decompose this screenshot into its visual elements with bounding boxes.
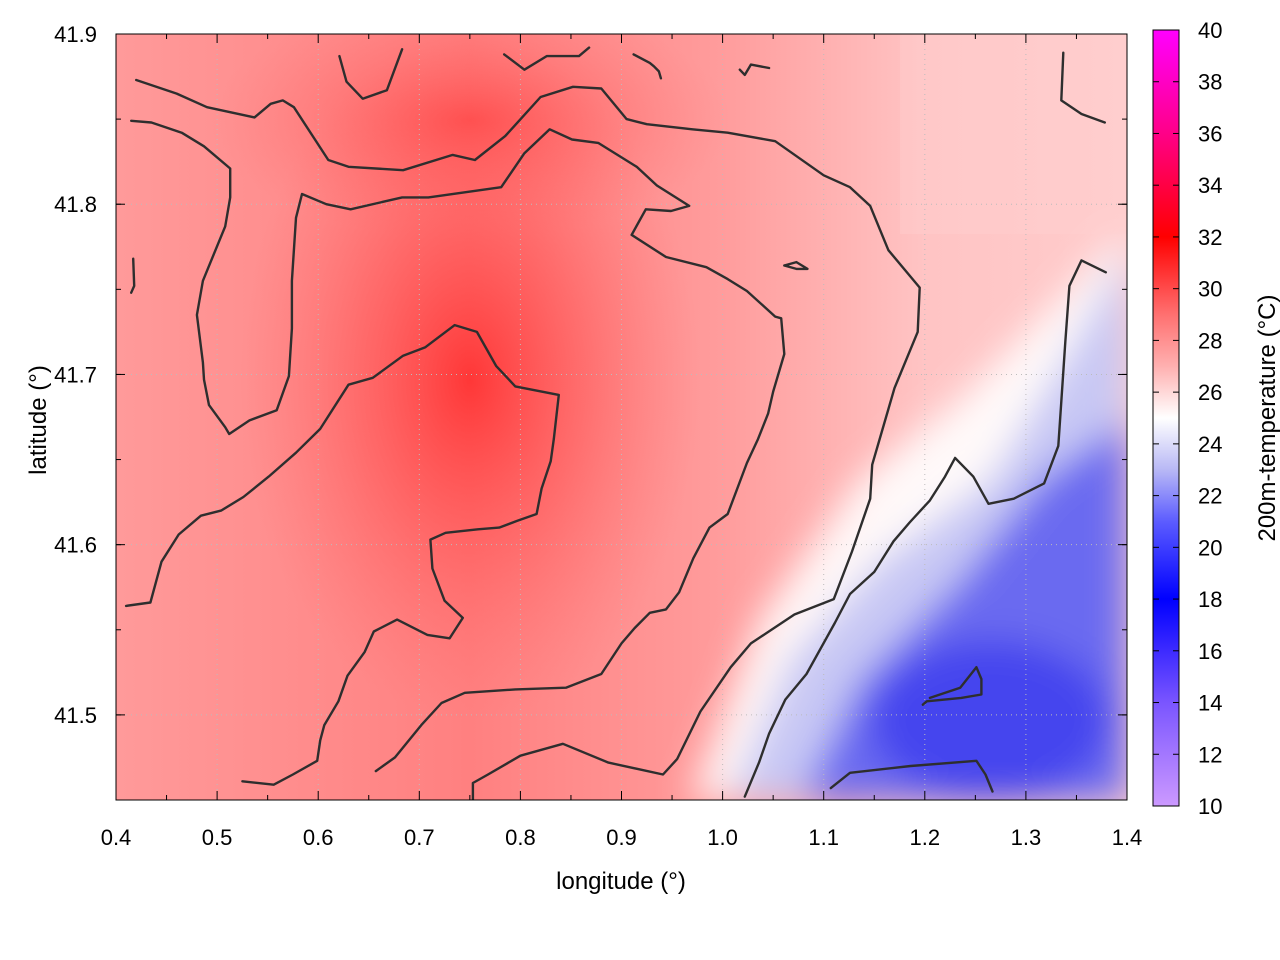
colorbar-tick-label: 22 xyxy=(1198,484,1222,509)
contour-line xyxy=(130,257,136,294)
field-north-haze xyxy=(900,34,1127,234)
x-tick-label: 1.4 xyxy=(1112,825,1143,850)
y-tick-label: 41.7 xyxy=(54,362,97,387)
x-tick-label: 0.9 xyxy=(606,825,637,850)
contour-lines xyxy=(124,46,1107,800)
x-tick-label: 0.5 xyxy=(202,825,233,850)
colorbar-tick-label: 36 xyxy=(1198,121,1222,146)
axis-ticks: 0.4 0.5 0.6 0.7 0.8 0.9 1.0 1.1 1.2 1.3 1.4 41.5 41.… xyxy=(54,22,1142,850)
colorbar-tick-label: 18 xyxy=(1198,587,1222,612)
colorbar-tick-label: 10 xyxy=(1198,794,1222,819)
x-tick-label: 1.0 xyxy=(707,825,738,850)
x-tick-label: 1.3 xyxy=(1011,825,1042,850)
colorbar-frame xyxy=(1152,29,1180,807)
temperature-field xyxy=(116,34,1127,800)
x-tick-label: 0.8 xyxy=(505,825,536,850)
y-tick-label: 41.9 xyxy=(54,22,97,47)
y-axis-title: latitude (°) xyxy=(25,365,52,475)
contour-line xyxy=(921,666,983,706)
colorbar-tick-label: 26 xyxy=(1198,380,1222,405)
contour-line xyxy=(829,759,994,793)
colorbar-tick-label: 14 xyxy=(1198,691,1222,716)
contour-line xyxy=(743,259,1107,798)
contour-line xyxy=(124,323,560,786)
colorbar-tick-label: 30 xyxy=(1198,277,1222,302)
x-axis-title: longitude (°) xyxy=(556,868,686,895)
contour-line xyxy=(632,53,663,80)
contour-line xyxy=(135,78,921,800)
colorbar-tick-label: 34 xyxy=(1198,173,1222,198)
x-tick-label: 1.1 xyxy=(808,825,839,850)
colorbar-tick-label: 40 xyxy=(1198,18,1222,43)
x-tick-label: 1.2 xyxy=(910,825,941,850)
y-tick-label: 41.5 xyxy=(54,703,97,728)
x-tick-label: 0.6 xyxy=(303,825,334,850)
x-tick-label: 0.4 xyxy=(101,825,132,850)
colorbar-tick-label: 24 xyxy=(1198,432,1222,457)
colorbar-tick-label: 38 xyxy=(1198,70,1222,95)
contour-line xyxy=(738,63,771,77)
contour-line xyxy=(783,260,809,271)
colorbar: 10 12 14 16 18 20 22 24 26 28 30 32 34 36 38 40 xyxy=(1152,18,1222,819)
grid xyxy=(116,34,1127,800)
contour-line xyxy=(338,48,404,100)
colorbar-gradient xyxy=(1153,30,1179,806)
contour-line xyxy=(1060,51,1106,124)
contour-line xyxy=(130,119,786,773)
field-hot-north xyxy=(210,34,730,240)
field-cold-core xyxy=(870,640,1110,800)
colorbar-tick-label: 12 xyxy=(1198,742,1222,767)
contour-line xyxy=(503,46,591,71)
colorbar-title: 200m-temperature (°C) xyxy=(1254,294,1280,541)
y-tick-label: 41.8 xyxy=(54,192,97,217)
colorbar-tick-label: 16 xyxy=(1198,639,1222,664)
y-tick-label: 41.6 xyxy=(54,533,97,558)
colorbar-tick-label: 28 xyxy=(1198,328,1222,353)
x-tick-label: 0.7 xyxy=(404,825,435,850)
plot-frame xyxy=(115,33,1128,801)
colorbar-tick-label: 20 xyxy=(1198,535,1222,560)
colorbar-tick-label: 32 xyxy=(1198,225,1222,250)
